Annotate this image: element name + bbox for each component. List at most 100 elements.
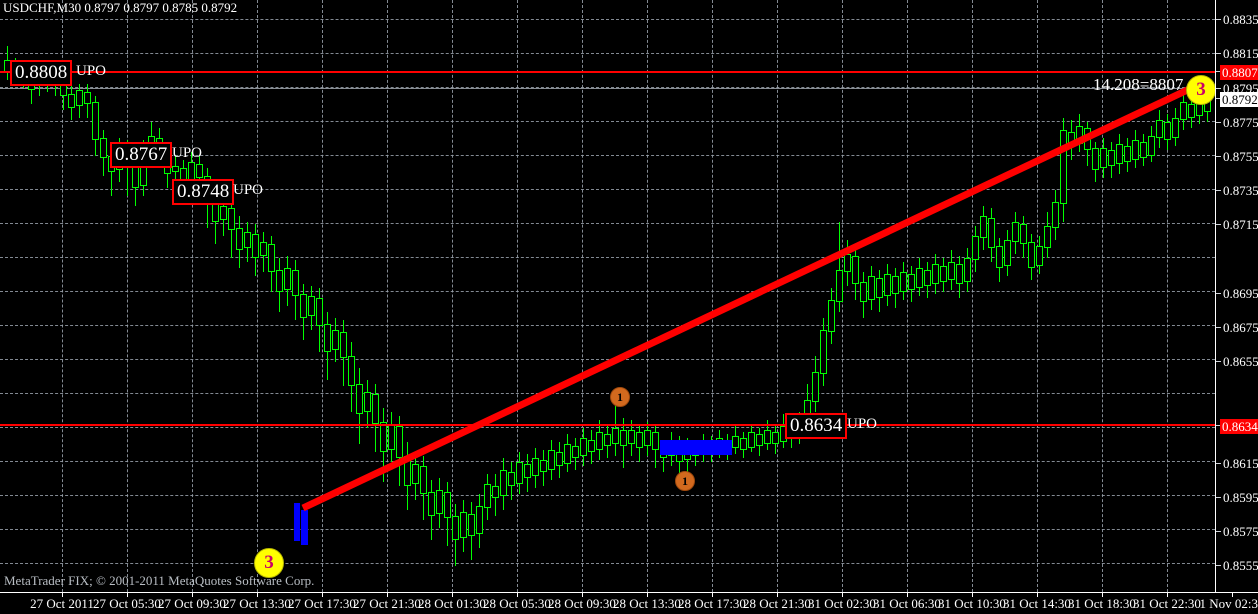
candle-body <box>212 202 219 222</box>
candle-body <box>1116 144 1123 164</box>
candle-body <box>292 270 299 296</box>
marker-exit-3[interactable]: 3 <box>1186 75 1215 105</box>
candle-body <box>1164 122 1171 140</box>
candle-body <box>196 164 203 178</box>
time-label: 31 Oct 18:30 <box>1068 596 1136 611</box>
candle-body <box>756 434 763 446</box>
candle-body <box>564 444 571 464</box>
price-axis[interactable]: 0.8835 0.8815 0.8807 0.8795 0.8792 0.8775 0.87… <box>1215 0 1258 592</box>
candle-body <box>1140 142 1147 158</box>
gridline-horizontal <box>0 495 1215 496</box>
candle-body <box>1156 120 1163 138</box>
candle-body <box>1092 148 1099 170</box>
time-label: 31 Oct 14:30 <box>1003 596 1071 611</box>
candle-body <box>228 208 235 230</box>
marker-exit-3[interactable]: 3 <box>254 548 284 578</box>
candle-body <box>620 430 627 446</box>
marker-entry-1[interactable]: 1 <box>610 387 630 407</box>
candle-body <box>772 432 779 444</box>
time-tick <box>322 593 323 597</box>
time-label: 31 Oct 10:30 <box>938 596 1006 611</box>
candle-body <box>300 294 307 318</box>
upo-label: UPO <box>172 145 203 161</box>
gridline-horizontal <box>0 461 1215 462</box>
price-label: 0.8675 <box>1223 320 1258 335</box>
time-tick <box>777 593 778 597</box>
candle-body <box>1052 202 1059 228</box>
price-label-highlight-red: 0.8634 <box>1220 419 1258 434</box>
candle-body <box>836 270 843 302</box>
price-tick <box>1216 565 1221 566</box>
candle-body <box>748 432 755 448</box>
gridline-horizontal <box>0 121 1215 122</box>
candle-body <box>236 228 243 250</box>
time-tick <box>582 593 583 597</box>
price-level-tag[interactable]: 0.8748 <box>172 179 235 205</box>
candle-body <box>908 274 915 290</box>
candle-body <box>916 268 923 288</box>
price-level-tag[interactable]: 0.8767 <box>110 142 173 168</box>
price-label: 0.8775 <box>1223 115 1258 130</box>
gridline-vertical <box>127 0 128 592</box>
candle-body <box>276 270 283 292</box>
candle-body <box>1084 128 1091 150</box>
price-label: 0.8835 <box>1223 12 1258 27</box>
price-label-highlight-red: 0.8807 <box>1220 65 1258 80</box>
price-tick <box>1216 19 1221 20</box>
price-tick <box>1216 425 1221 426</box>
time-label: 27 Oct 13:30 <box>223 596 291 611</box>
candle-body <box>132 166 139 188</box>
price-tick <box>1216 224 1221 225</box>
time-tick <box>62 593 63 597</box>
price-label: 0.8595 <box>1223 490 1258 505</box>
candle-body <box>820 330 827 374</box>
upo-label: UPO <box>233 182 264 198</box>
time-label: 27 Oct 05:30 <box>93 596 161 611</box>
candle-body <box>428 492 435 516</box>
candle-body <box>1100 148 1107 168</box>
time-tick <box>972 593 973 597</box>
time-label: 27 Oct 09:30 <box>158 596 226 611</box>
price-level-tag[interactable]: 0.8634 <box>785 413 848 439</box>
trendline-annotation: 14.208=8807 <box>1093 75 1184 94</box>
gridline-horizontal <box>0 325 1215 326</box>
candle-body <box>604 434 611 446</box>
time-label: 28 Oct 21:30 <box>743 596 811 611</box>
candle-body <box>812 372 819 402</box>
upo-label: UPO <box>847 416 878 432</box>
blue-zone <box>294 503 300 541</box>
candle-body <box>484 484 491 508</box>
candle-body <box>1028 242 1035 268</box>
candle-body <box>884 274 891 296</box>
time-axis[interactable]: 27 Oct 2011 27 Oct 05:30 27 Oct 09:30 27 Oc… <box>0 592 1258 614</box>
candle-body <box>532 458 539 476</box>
candle-body <box>924 270 931 286</box>
candle-body <box>844 254 851 272</box>
marker-entry-1[interactable]: 1 <box>675 471 695 491</box>
time-tick <box>257 593 258 597</box>
price-label: 0.8615 <box>1223 456 1258 471</box>
price-level-tag[interactable]: 0.8808 <box>10 60 73 86</box>
gridline-vertical <box>257 0 258 592</box>
time-tick <box>1037 593 1038 597</box>
candle-body <box>1020 224 1027 244</box>
upo-label: UPO <box>76 63 107 79</box>
price-tick <box>1216 122 1221 123</box>
time-tick <box>1102 593 1103 597</box>
candle-body <box>388 424 395 450</box>
time-tick <box>1167 593 1168 597</box>
candle-body <box>548 450 555 470</box>
candle-body <box>500 470 507 496</box>
candle-body <box>556 452 563 466</box>
price-tick <box>1216 71 1221 72</box>
gridline-vertical <box>192 0 193 592</box>
candle-body <box>1188 104 1195 118</box>
candle-body <box>100 138 107 158</box>
time-label: 1 Nov 02:30 <box>1199 596 1258 611</box>
time-tick <box>712 593 713 597</box>
candle-body <box>612 428 619 444</box>
candle-body <box>324 324 331 352</box>
candle-body <box>76 90 83 106</box>
